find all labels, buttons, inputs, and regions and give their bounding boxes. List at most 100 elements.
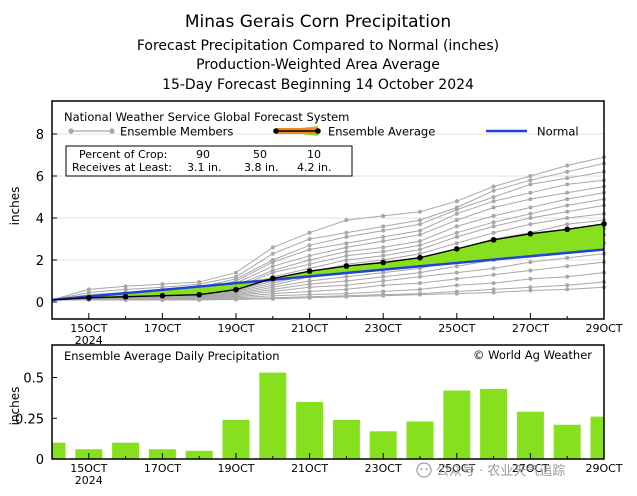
ensemble-member-point	[565, 169, 570, 174]
ensemble-member-point	[381, 274, 386, 279]
ensemble-member-line	[51, 156, 605, 301]
ensemble-member-point	[307, 258, 312, 262]
ensemble-member-point	[381, 293, 386, 298]
ensemble-member-point	[418, 251, 422, 256]
receives-label: Receives at Least:	[72, 161, 172, 174]
ensemble-average-point	[490, 237, 497, 243]
upper-y-tick-label: 0	[36, 296, 44, 311]
ensemble-member-point	[344, 230, 349, 235]
ensemble-member-point	[491, 184, 496, 189]
receives-10: 4.2 in.	[297, 161, 332, 174]
ensemble-average-point	[159, 292, 166, 299]
ensemble-average-point	[417, 254, 423, 261]
ensemble-member-point	[418, 292, 422, 297]
ensemble-member-point	[565, 222, 570, 227]
legend-members-key	[68, 128, 115, 134]
ensemble-member-point	[418, 239, 422, 244]
ensemble-member-point	[454, 264, 459, 269]
daily-precip-bar	[222, 419, 250, 459]
legend-average-label: Ensemble Average	[328, 125, 435, 139]
daily-precip-bar	[52, 442, 66, 459]
ensemble-member-point	[307, 279, 312, 283]
ensemble-member-line	[51, 162, 605, 301]
ensemble-member-point	[528, 197, 533, 202]
ensemble-member-point	[381, 279, 386, 283]
ensemble-member-point	[86, 287, 91, 292]
ensemble-member-point	[565, 264, 570, 269]
ensemble-member-point	[418, 274, 422, 279]
upper-x-tick-label: 17OCT	[144, 322, 181, 335]
upper-y-axis-title: inches	[8, 187, 22, 226]
ensemble-member-point	[307, 247, 312, 252]
ensemble-member-point	[344, 274, 349, 279]
ensemble-member-point	[565, 209, 570, 214]
lower-x-tick-label: 17OCT	[144, 462, 181, 475]
lower-panel-credit: © World Ag Weather	[473, 348, 592, 362]
ensemble-member-point	[418, 287, 422, 292]
ensemble-average-point	[233, 286, 239, 293]
ensemble-member-point	[160, 282, 165, 287]
ensemble-member-point	[491, 220, 496, 225]
ensemble-member-point	[418, 270, 422, 275]
lower-x-tick-label: 27OCT	[512, 462, 549, 475]
ensemble-member-point	[381, 228, 386, 233]
lower-x-tick-year: 2024	[75, 474, 103, 487]
normal-line-layer	[51, 248, 605, 302]
ensemble-member-point	[344, 218, 349, 223]
ensemble-member-point	[491, 205, 496, 210]
ensemble-member-point	[270, 296, 275, 301]
ensemble-member-point	[381, 245, 386, 250]
ensemble-member-point	[381, 270, 386, 275]
upper-y-axis: 0 2 4 6 8	[36, 128, 57, 311]
ensemble-member-point	[418, 247, 422, 252]
ensemble-member-point	[307, 253, 312, 258]
ensemble-member-point	[418, 281, 422, 286]
ensemble-member-point	[418, 243, 422, 248]
ensemble-member-point	[491, 188, 496, 193]
ensemble-member-point	[123, 284, 128, 289]
ensemble-member-point	[307, 230, 312, 235]
ensemble-member-point	[418, 228, 422, 233]
ensemble-member-point	[528, 260, 533, 265]
ensemble-average-point	[270, 275, 276, 282]
ensemble-member-point	[270, 245, 275, 250]
ensemble-member-point	[491, 199, 496, 204]
crop-percent-90: 90	[196, 148, 210, 161]
ensemble-member-point	[344, 283, 349, 288]
ensemble-member-line	[52, 286, 605, 301]
ensemble-member-point	[454, 276, 459, 281]
ensemble-member-point	[344, 258, 349, 262]
ensemble-average-point	[454, 246, 460, 252]
upper-x-tick-label: 25OCT	[438, 322, 475, 335]
legend-normal-label: Normal	[537, 125, 579, 139]
lower-y-axis-title: inches	[8, 387, 22, 426]
upper-y-tick-label: 2	[36, 254, 44, 269]
lower-x-tick-label: 29OCT	[585, 462, 622, 475]
ensemble-average-point	[564, 226, 570, 233]
chart-subtitle-2: Production-Weighted Area Average	[196, 57, 440, 73]
ensemble-member-point	[270, 251, 275, 256]
ensemble-member-point	[454, 199, 459, 204]
ensemble-member-point	[454, 291, 459, 296]
ensemble-member-point	[381, 253, 386, 258]
legend-system-name: National Weather Service Global Forecast…	[64, 110, 349, 124]
ensemble-member-point	[344, 234, 349, 239]
chart-title: Minas Gerais Corn Precipitation	[185, 12, 451, 32]
ensemble-member-point	[454, 270, 459, 275]
ensemble-member-point	[491, 281, 496, 286]
receives-90: 3.1 in.	[187, 161, 222, 174]
daily-precip-bar	[259, 372, 287, 459]
lower-y-axis: 0 0.25 0.5	[15, 372, 57, 468]
ensemble-member-point	[565, 274, 570, 279]
lower-x-tick-label: 25OCT	[438, 462, 475, 475]
ensemble-member-point	[381, 224, 386, 229]
watermark-text: 公众号 · 农业天气追踪	[436, 463, 565, 479]
lower-panel-title: Ensemble Average Daily Precipitation	[64, 349, 280, 363]
legend-average-key	[273, 126, 321, 136]
ensemble-member-point	[344, 245, 349, 250]
upper-plot-frame	[51, 100, 605, 320]
ensemble-member-point	[565, 190, 570, 195]
ensemble-member-point	[565, 287, 570, 292]
